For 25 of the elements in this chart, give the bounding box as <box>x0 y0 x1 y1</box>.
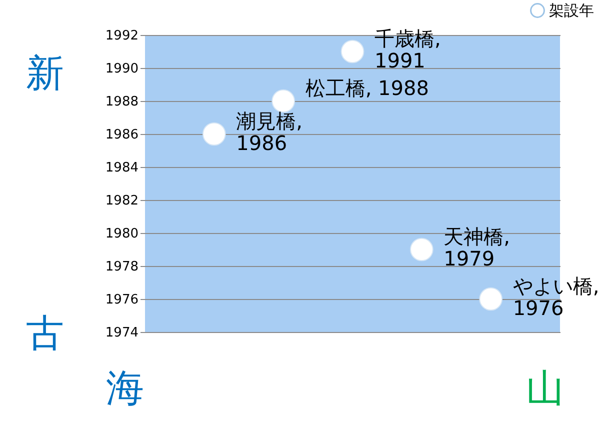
y-tick-label: 1988 <box>105 94 138 110</box>
y-tick-label: 1976 <box>105 292 138 308</box>
y-tick-label: 1978 <box>105 260 138 274</box>
data-label: やよい橋, 1976 <box>512 274 600 320</box>
data-label: 千歳橋, 1991 <box>374 26 441 72</box>
data-label: 松工橋, 1988 <box>305 76 429 100</box>
text: 新 <box>26 51 64 95</box>
text: 海 <box>106 366 144 410</box>
y-tick-label: 1992 <box>105 28 138 44</box>
data-label: 潮見橋, 1986 <box>236 109 303 155</box>
point <box>479 287 503 311</box>
point <box>272 89 296 113</box>
y-tick-label: 1986 <box>105 128 138 142</box>
point <box>410 238 434 262</box>
text: 古 <box>26 311 64 355</box>
text: 山 <box>526 366 564 410</box>
y-tick-label: 1982 <box>105 194 138 208</box>
y-tick-label: 1974 <box>105 326 138 340</box>
point <box>340 40 364 64</box>
data-label: 天神橋, 1979 <box>444 224 510 270</box>
y-tick-label: 1990 <box>105 62 138 76</box>
y-tick-label: 1980 <box>105 226 138 242</box>
legend-label: 架設年 <box>549 2 594 20</box>
point <box>202 122 226 146</box>
y-tick-label: 1984 <box>105 160 138 176</box>
